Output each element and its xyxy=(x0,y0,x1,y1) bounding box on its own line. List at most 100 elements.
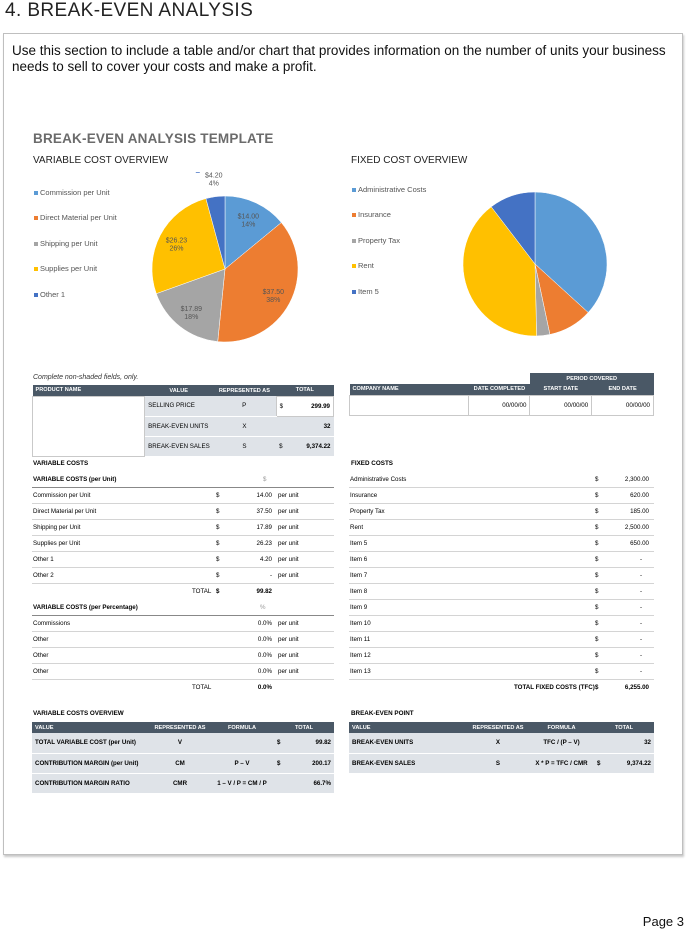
company-name-input[interactable] xyxy=(348,394,470,416)
table-cell xyxy=(210,733,274,754)
table-cell: BREAK-EVEN UNITS xyxy=(144,416,213,437)
table-row[interactable]: Item 11 $ - xyxy=(349,632,654,648)
legend-label: Direct Material per Unit xyxy=(40,213,117,222)
company-table: PERIOD COVERED COMPANY NAME DATE COMPLET… xyxy=(348,373,654,416)
currency-symbol: $ xyxy=(595,508,599,515)
row-label: Shipping per Unit xyxy=(33,524,81,531)
product-name-input[interactable] xyxy=(31,395,146,457)
row-amount: 2,300.00 xyxy=(624,476,649,483)
row-amount: 4.20 xyxy=(259,556,272,563)
table-row[interactable]: Other 1 $4.20 per unit xyxy=(32,552,334,568)
row-label: Other xyxy=(33,636,49,643)
table-row[interactable]: Rent $2,500.00 xyxy=(349,520,654,536)
table-row[interactable]: Direct Material per Unit $37.50 per unit xyxy=(32,504,334,520)
fixed-costs-list: Administrative Costs $2,300.00 Insurance $… xyxy=(349,472,654,702)
table-cell: S xyxy=(467,753,529,773)
row-amount: 0.0% xyxy=(257,636,272,643)
data-label: $26.23 xyxy=(166,238,188,245)
table-row[interactable]: Item 10 $ - xyxy=(349,616,654,632)
table-row[interactable]: Item 8 $ - xyxy=(349,584,654,600)
be-point-table: VALUE REPRESENTED AS FORMULA TOTAL BREAK… xyxy=(349,722,654,773)
fixed-costs-heading: FIXED COSTS xyxy=(351,460,393,467)
table-row[interactable]: Item 7 $ - xyxy=(349,568,654,584)
table-row[interactable]: Supplies per Unit $26.23 per unit xyxy=(32,536,334,552)
row-amount: - xyxy=(639,604,642,611)
table-row[interactable]: Item 5 $650.00 xyxy=(349,536,654,552)
row-amount: - xyxy=(639,668,642,675)
table-row[interactable]: Item 6 $ - xyxy=(349,552,654,568)
cell-value: 32 xyxy=(323,422,331,430)
table-cell: $99.82 xyxy=(274,733,334,754)
table-cell: X xyxy=(467,733,529,754)
table-row[interactable]: Commissions 0.0% per unit xyxy=(32,616,334,632)
start-date-input[interactable]: 00/00/00 xyxy=(529,394,593,416)
variable-costs-list: VARIABLE COSTS (per Unit) $ Commission p… xyxy=(32,472,334,702)
table-row[interactable]: Property Tax $185.00 xyxy=(349,504,654,520)
template-title: BREAK-EVEN ANALYSIS TEMPLATE xyxy=(33,131,274,146)
total-cell xyxy=(349,680,654,696)
row-label: Item 5 xyxy=(350,540,368,547)
row-label: Item 6 xyxy=(350,556,368,563)
pie-slice xyxy=(155,268,226,342)
row-label: Supplies per Unit xyxy=(33,540,81,547)
col-header: REPRESENTED AS xyxy=(150,722,210,733)
legend-label: Rent xyxy=(358,261,374,270)
legend-item: Item 5 xyxy=(352,287,379,296)
col-header: REPRESENTED AS xyxy=(467,722,529,733)
col-header: COMPANY NAME xyxy=(349,384,469,395)
date-completed-input[interactable]: 00/00/00 xyxy=(468,394,531,416)
row-label: VARIABLE COSTS (per Percentage) xyxy=(33,604,138,611)
data-label: 18% xyxy=(184,314,198,321)
currency-symbol: $ xyxy=(216,588,220,595)
product-table: PRODUCT NAME VALUE REPRESENTED AS TOTAL … xyxy=(31,385,335,457)
legend-label: Property Tax xyxy=(358,236,400,245)
currency-symbol: $ xyxy=(595,556,599,563)
fixed-chart-legend: Administrative Costs Insurance Property … xyxy=(352,185,462,305)
currency-symbol: $ xyxy=(216,540,220,547)
row-label: Property Tax xyxy=(350,508,385,515)
legend-item: Shipping per Unit xyxy=(34,239,98,248)
table-row[interactable]: Other 0.0% per unit xyxy=(32,648,334,664)
row-amount: - xyxy=(639,652,642,659)
table-cell: CM xyxy=(150,753,210,774)
table-row[interactable]: Item 12 $ - xyxy=(349,648,654,664)
currency-symbol: $ xyxy=(595,524,599,531)
end-date-input[interactable]: 00/00/00 xyxy=(591,394,654,416)
row-label: Item 10 xyxy=(350,620,371,627)
selling-price-input[interactable]: $299.99 xyxy=(275,395,335,417)
currency-symbol: $ xyxy=(277,759,281,767)
table-cell: 66.7% xyxy=(274,773,334,793)
row-unit: per unit xyxy=(278,508,299,515)
table-row[interactable]: Insurance $620.00 xyxy=(349,488,654,504)
spacer-cell xyxy=(350,373,469,384)
table-row[interactable]: Commission per Unit $14.00 per unit xyxy=(32,488,334,504)
row-amount: - xyxy=(639,636,642,643)
table-row[interactable]: Item 13 $ - xyxy=(349,664,654,680)
cell-value: 66.7% xyxy=(313,779,331,787)
row-amount: 0.0% xyxy=(257,620,272,627)
cell-value: 9,374.22 xyxy=(626,759,651,767)
table-row[interactable]: Other 0.0% per unit xyxy=(32,632,334,648)
currency-symbol: $ xyxy=(595,604,599,611)
table-cell: CMR xyxy=(150,773,210,793)
total-label: TOTAL xyxy=(192,684,212,691)
pie-slice xyxy=(534,191,608,313)
total-amount: 0.0% xyxy=(257,684,272,691)
row-amount: 185.00 xyxy=(630,508,649,515)
row-label: Other xyxy=(33,668,49,675)
data-label: 38% xyxy=(266,297,280,304)
table-row[interactable]: Other 0.0% per unit xyxy=(32,664,334,680)
legend-item: Administrative Costs xyxy=(352,185,426,194)
data-label: 4% xyxy=(209,181,219,188)
variable-costs-heading: VARIABLE COSTS xyxy=(33,460,89,467)
row-unit: per unit xyxy=(278,524,299,531)
legend-swatch xyxy=(34,191,38,196)
table-cell: S xyxy=(212,436,277,456)
legend-swatch xyxy=(34,216,38,221)
legend-label: Other 1 xyxy=(40,290,66,299)
col-header: FORMULA xyxy=(529,722,594,733)
table-row[interactable]: Item 9 $ - xyxy=(349,600,654,616)
table-row[interactable]: Other 2 $ - per unit xyxy=(32,568,334,584)
table-row[interactable]: Shipping per Unit $17.89 per unit xyxy=(32,520,334,536)
table-row[interactable]: Administrative Costs $2,300.00 xyxy=(349,472,654,488)
